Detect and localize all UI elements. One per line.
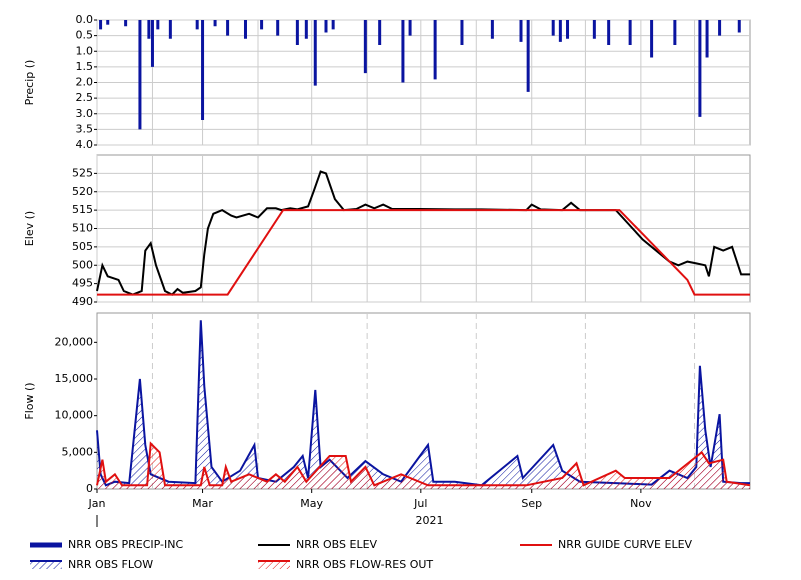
y-tick-label: 2.5 [76, 91, 94, 104]
x-tick-label: Mar [192, 497, 213, 510]
y-tick-label: 1.5 [76, 60, 94, 73]
bar [673, 20, 677, 45]
legend-label: NRR OBS FLOW-RES OUT [296, 558, 433, 571]
bar [698, 20, 702, 117]
y-tick-label: 20,000 [55, 335, 94, 348]
bar [106, 20, 110, 25]
y-tick-label: 500 [72, 258, 93, 271]
bar [168, 20, 172, 39]
x-tick-label: May [300, 497, 323, 510]
bar [213, 20, 217, 27]
legend-label: NRR OBS PRECIP-INC [68, 538, 183, 551]
bar [401, 20, 405, 83]
bar [243, 20, 247, 39]
x-tick-label: Jan [88, 497, 106, 510]
y-axis-label: Precip () [23, 60, 36, 106]
x-axis-label: 2021 [416, 514, 444, 527]
bar [363, 20, 367, 74]
y-tick-label: 0 [86, 482, 93, 495]
y-tick-label: 2.0 [76, 76, 94, 89]
bar [195, 20, 199, 30]
bar [260, 20, 264, 30]
y-tick-label: 15,000 [55, 372, 94, 385]
y-tick-label: 505 [72, 240, 93, 253]
bar [566, 20, 570, 39]
bar [378, 20, 382, 45]
bar [324, 20, 328, 33]
bar [433, 20, 437, 80]
line [96, 441, 751, 487]
y-tick-label: 525 [72, 166, 93, 179]
bar [526, 20, 530, 92]
y-tick-label: 520 [72, 185, 93, 198]
bar [156, 20, 160, 30]
bar [519, 20, 523, 42]
y-tick-label: 4.0 [76, 138, 94, 151]
bar [201, 20, 205, 120]
bar [737, 20, 741, 33]
legend-label: NRR OBS FLOW [68, 558, 153, 571]
bar [150, 20, 154, 67]
bar [718, 20, 722, 36]
y-tick-label: 0.0 [76, 13, 94, 26]
x-tick-label: Jul [413, 497, 427, 510]
y-tick-label: 5,000 [62, 445, 94, 458]
legend-swatch [30, 561, 62, 569]
x-tick-label: Sep [521, 497, 542, 510]
bar [99, 20, 103, 30]
bar [607, 20, 611, 45]
y-axis-label: Elev () [23, 211, 36, 246]
y-tick-label: 490 [72, 295, 93, 308]
y-tick-label: 3.5 [76, 122, 94, 135]
y-tick-label: 510 [72, 222, 93, 235]
bar [295, 20, 299, 45]
area [97, 443, 750, 489]
line [97, 209, 750, 296]
bar [460, 20, 464, 45]
bar [226, 20, 230, 36]
legend-label: NRR GUIDE CURVE ELEV [558, 538, 693, 551]
y-tick-label: 1.0 [76, 44, 94, 57]
bar [551, 20, 555, 36]
y-tick-label: 10,000 [55, 409, 94, 422]
bar [331, 20, 335, 30]
legend-label: NRR OBS ELEV [296, 538, 378, 551]
legend-swatch [258, 561, 290, 569]
y-tick-label: 515 [72, 203, 93, 216]
y-tick-label: 0.5 [76, 29, 94, 42]
bar [147, 20, 151, 39]
legend: NRR OBS PRECIP-INC NRR OBS ELEV NRR GUIDE … [30, 538, 693, 571]
x-tick-label: Nov [630, 497, 652, 510]
bar [408, 20, 412, 36]
area [97, 320, 750, 489]
y-tick-label: 3.0 [76, 107, 94, 120]
bar [628, 20, 632, 45]
bar [276, 20, 280, 36]
bar [490, 20, 494, 39]
bar [304, 20, 308, 39]
bar [313, 20, 317, 86]
y-tick-label: 495 [72, 277, 93, 290]
line [96, 170, 750, 296]
bar [124, 20, 128, 27]
y-axis-label: Flow () [23, 382, 36, 419]
bar [650, 20, 654, 58]
bar [138, 20, 142, 130]
bar [705, 20, 709, 58]
bar [558, 20, 562, 42]
bar [592, 20, 596, 39]
